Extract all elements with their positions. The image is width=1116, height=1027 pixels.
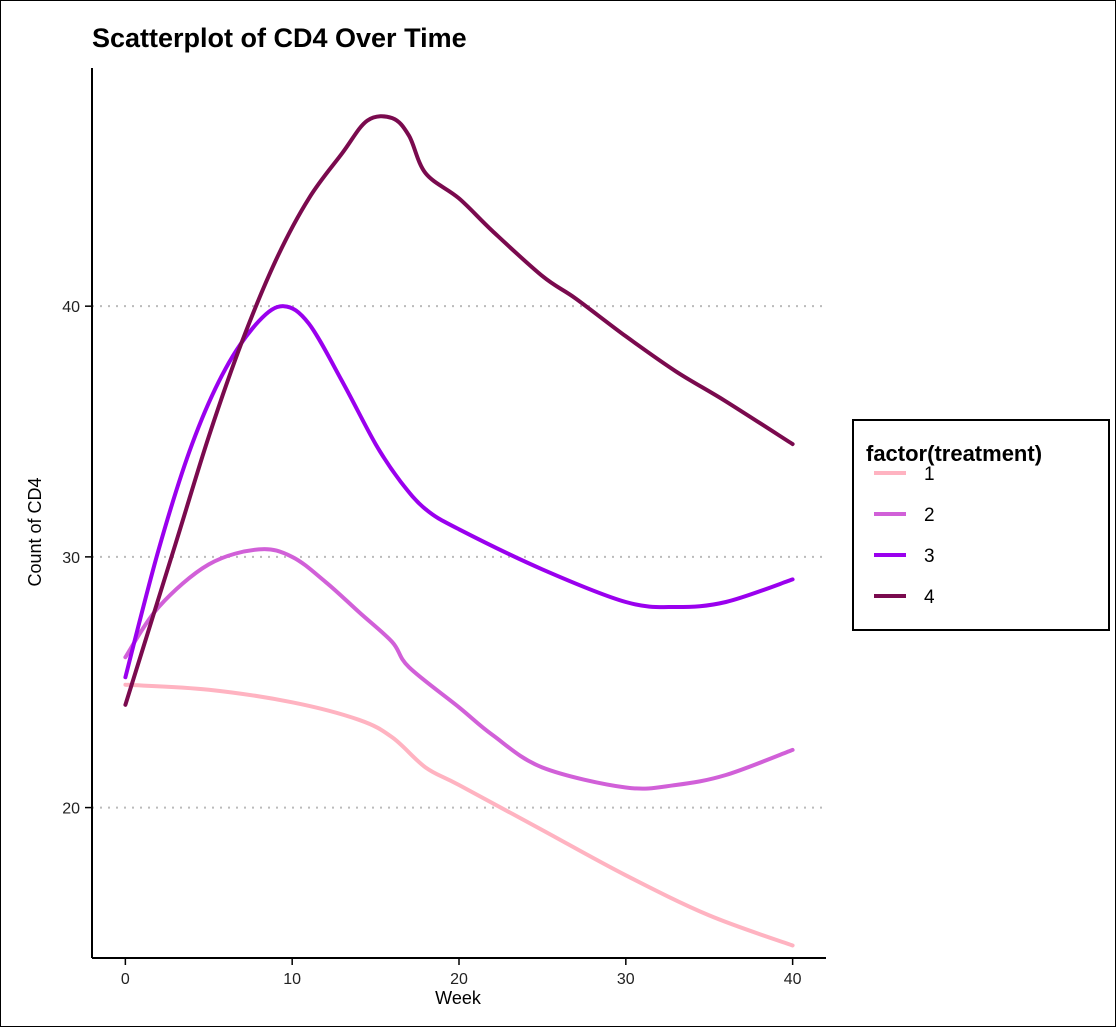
legend-label-4: 4 <box>924 587 935 608</box>
chart-title: Scatterplot of CD4 Over Time <box>92 23 467 53</box>
y-tick-label: 20 <box>62 801 80 818</box>
grid-lines <box>92 305 826 809</box>
y-axis-ticks: 20 30 40 <box>62 299 92 818</box>
x-axis-ticks: 0 10 20 30 40 <box>121 958 802 988</box>
x-tick-label: 30 <box>617 971 635 988</box>
series-line-3 <box>123 304 795 680</box>
legend-title: factor(treatment) <box>866 441 1042 466</box>
x-tick-label: 0 <box>121 971 130 988</box>
legend-label-1: 1 <box>924 464 935 485</box>
legend-label-2: 2 <box>924 505 935 526</box>
x-tick-label: 20 <box>450 971 468 988</box>
y-tick-label: 40 <box>62 299 80 316</box>
legend-items: 1 2 3 4 <box>874 464 935 608</box>
y-axis-title: Count of CD4 <box>25 477 45 586</box>
series-layer <box>123 114 795 948</box>
x-axis-title: Week <box>435 988 482 1008</box>
legend: factor(treatment) 1 2 3 4 <box>852 419 1110 631</box>
series-line-4 <box>123 114 795 707</box>
y-tick-label: 30 <box>62 550 80 567</box>
x-tick-label: 10 <box>283 971 301 988</box>
series-line-1 <box>123 682 795 948</box>
legend-label-3: 3 <box>924 546 935 567</box>
x-tick-label: 40 <box>784 971 802 988</box>
series-line-2 <box>123 547 795 791</box>
